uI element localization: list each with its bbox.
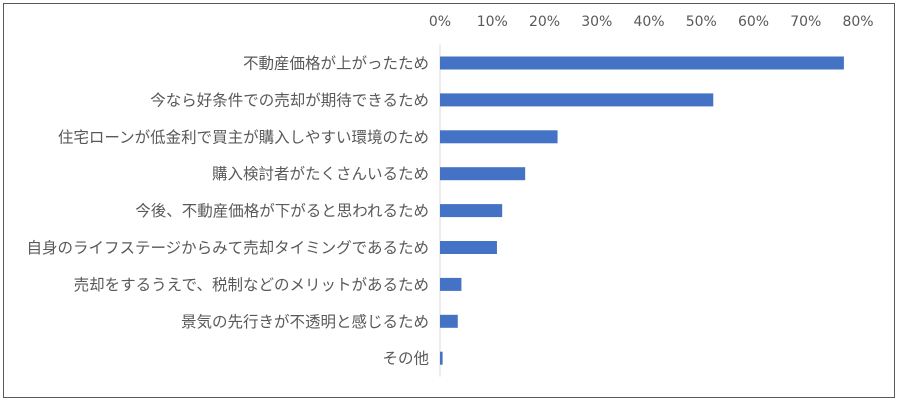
bar (440, 130, 558, 144)
bars (440, 56, 844, 365)
bar (440, 277, 462, 291)
category-label: 購入検討者がたくさんいるため (212, 165, 429, 183)
category-label: 今後、不動産価格が下がると思われるため (135, 202, 429, 220)
category-label: 今なら好条件での売却が期待できるため (150, 91, 429, 109)
category-label: 景気の先行きが不透明と感じるため (181, 313, 429, 331)
x-tick-label: 20% (529, 14, 560, 30)
x-tick-label: 70% (790, 14, 821, 30)
category-label: 不動産価格が上がったため (243, 55, 429, 73)
x-tick-label: 30% (581, 14, 612, 30)
x-axis-ticks: 0% 10% 20% 30% 40% 50% 60% 70% 80% (429, 14, 874, 30)
bar (440, 167, 526, 181)
category-label: その他 (382, 350, 429, 368)
x-tick-label: 40% (633, 14, 664, 30)
category-labels: 不動産価格が上がったため今なら好条件での売却が期待できるため住宅ローンが低金利で… (26, 55, 429, 368)
bar (440, 93, 714, 107)
category-label: 売却をするうえで、税制などのメリットがあるため (74, 276, 429, 294)
x-tick-label: 0% (429, 14, 451, 30)
bar (440, 351, 443, 365)
bar (440, 204, 503, 218)
x-tick-label: 60% (738, 14, 769, 30)
x-tick-label: 10% (477, 14, 508, 30)
bar (440, 241, 497, 254)
category-label: 自身のライフステージからみて売却タイミングであるため (26, 239, 429, 257)
bar (440, 314, 458, 328)
category-label: 住宅ローンが低金利で買主が購入しやすい環境のため (58, 127, 429, 146)
x-tick-label: 50% (686, 14, 717, 30)
bar (440, 56, 844, 70)
x-tick-label: 80% (842, 14, 873, 30)
